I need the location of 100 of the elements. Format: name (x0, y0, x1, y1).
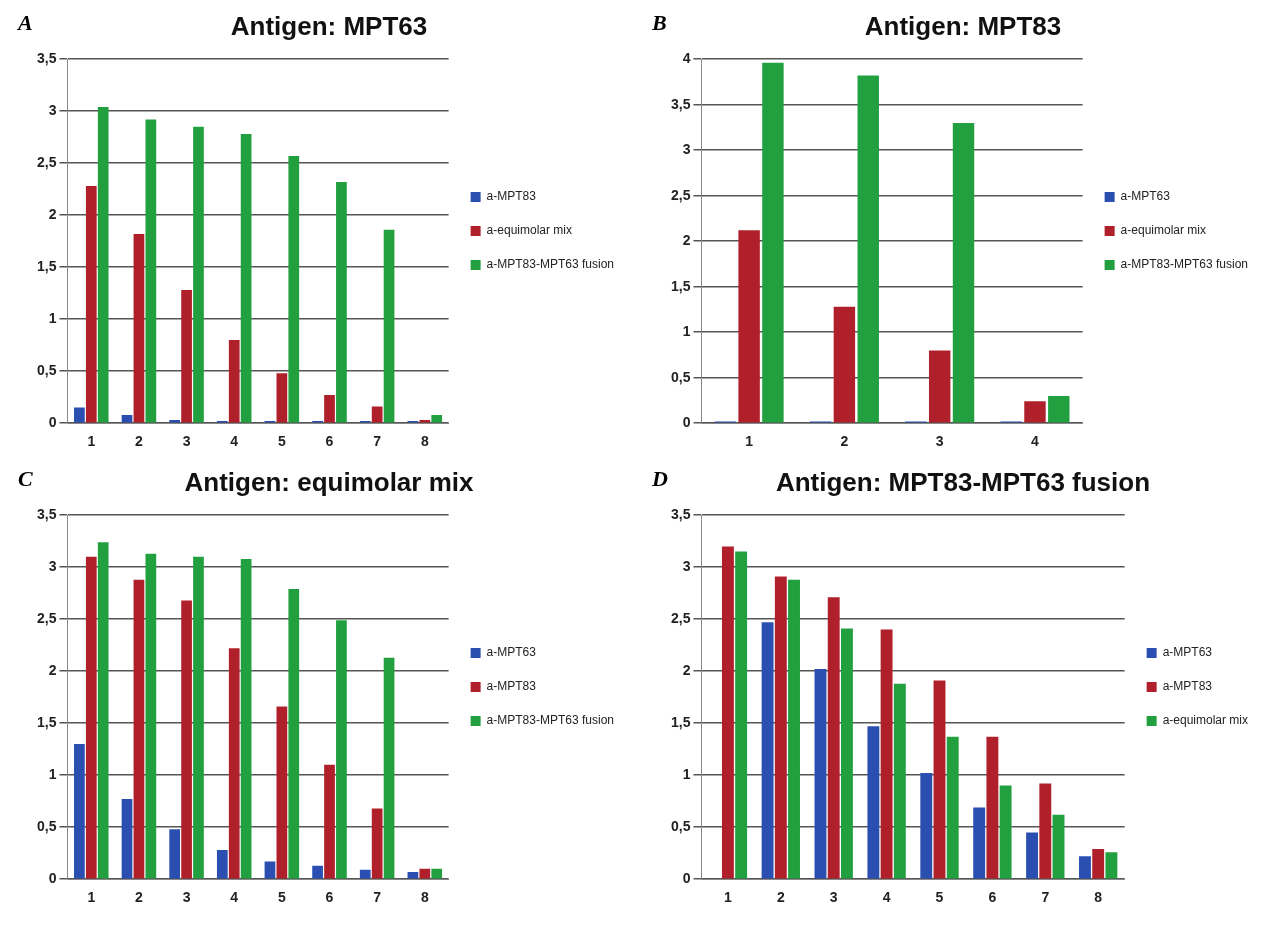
bar (735, 551, 748, 879)
y-tick-label: 0,5 (670, 818, 691, 835)
x-tick-label: 4 (882, 889, 891, 906)
bar (336, 181, 347, 423)
x-tick-label: 5 (277, 889, 286, 906)
legend-label: a-MPT83-MPT63 fusion (486, 713, 615, 728)
bar (216, 850, 228, 879)
y-tick-label: 2,5 (36, 154, 57, 171)
bar (193, 126, 204, 423)
y-tick-label: 0 (682, 870, 691, 887)
text: B (652, 10, 667, 36)
y-tick-label: 2,5 (36, 610, 57, 627)
bar (74, 407, 85, 423)
y-tick-label: 3,5 (670, 95, 691, 112)
y-tick-label: 3,5 (670, 506, 691, 523)
x-tick-label: 7 (373, 433, 382, 450)
bar (419, 868, 431, 879)
bar (920, 773, 933, 879)
bar (371, 808, 383, 879)
bar (788, 579, 800, 879)
bar (228, 340, 240, 423)
bar (145, 119, 157, 423)
bar (933, 680, 946, 879)
legend-label: a-MPT83 (486, 189, 537, 204)
y-tick-label: 1 (48, 766, 57, 783)
x-tick-label: 1 (87, 889, 96, 906)
bar (324, 764, 335, 879)
x-tick-label: 6 (325, 433, 334, 450)
x-tick-label: 4 (230, 889, 239, 906)
legend-label: a-MPT63 (1162, 645, 1213, 660)
bar (928, 350, 951, 423)
bar (181, 290, 192, 423)
bar (833, 306, 856, 423)
x-tick-label: 2 (840, 433, 849, 450)
legend-label: a-MPT83 (1162, 679, 1213, 694)
bar (840, 628, 853, 879)
bar (867, 726, 880, 879)
y-tick-label: 3,5 (36, 506, 57, 523)
bar (193, 556, 204, 879)
bar (228, 648, 240, 879)
text: C (18, 466, 33, 492)
x-tick-label: 2 (135, 433, 144, 450)
bar (85, 556, 97, 879)
y-tick-label: 0,5 (670, 368, 691, 385)
bar (288, 589, 300, 879)
bar (973, 807, 986, 879)
bar (85, 186, 97, 423)
y-tick-label: 3,5 (36, 50, 57, 67)
bar (431, 868, 443, 879)
y-tick-label: 3 (48, 102, 57, 119)
bar (893, 683, 906, 879)
y-tick-label: 1 (48, 310, 57, 327)
x-tick-label: 8 (420, 889, 429, 906)
y-tick-label: 1,5 (36, 258, 57, 275)
bar (74, 744, 85, 879)
bar (761, 622, 774, 879)
bar (145, 553, 157, 879)
bar (827, 597, 840, 879)
bar (133, 233, 145, 423)
y-tick-label: 0,5 (36, 818, 57, 835)
bar (276, 706, 288, 879)
legend-label: a-MPT63 (1120, 189, 1171, 204)
bar (946, 736, 959, 879)
x-tick-label: 5 (277, 433, 286, 450)
legend-label: a-MPT83-MPT63 fusion (1120, 257, 1249, 272)
bar (986, 736, 999, 879)
y-tick-label: 2,5 (670, 610, 691, 627)
bar (383, 657, 395, 879)
bar (312, 865, 323, 879)
bar (121, 799, 133, 879)
bar (1024, 401, 1046, 423)
x-tick-label: 6 (988, 889, 997, 906)
bar (880, 629, 893, 879)
y-tick-label: 3 (682, 141, 691, 158)
y-tick-label: 1,5 (36, 714, 57, 731)
x-tick-label: 1 (87, 433, 96, 450)
bar (133, 579, 145, 879)
bar (1092, 849, 1105, 879)
y-tick-label: 0 (682, 414, 691, 431)
y-tick-label: 2 (682, 662, 691, 679)
x-tick-label: 7 (1041, 889, 1050, 906)
y-tick-label: 0,5 (36, 362, 57, 379)
bar (359, 869, 371, 879)
bar (857, 75, 879, 423)
x-tick-label: 8 (1094, 889, 1103, 906)
legend-label: a-MPT63 (486, 645, 537, 660)
y-tick-label: 2 (48, 206, 57, 223)
legend-label: a-equimolar mix (1162, 713, 1248, 728)
y-tick-label: 1 (682, 323, 691, 340)
x-tick-label: 8 (420, 433, 429, 450)
y-tick-label: 4 (682, 50, 691, 67)
x-tick-label: 6 (325, 889, 334, 906)
x-tick-label: 2 (135, 889, 144, 906)
bar (181, 600, 192, 879)
chart-title: Antigen: MPT83-MPT63 fusion (775, 466, 1151, 497)
x-tick-label: 3 (182, 433, 191, 450)
text: D (652, 466, 668, 492)
bar (999, 785, 1012, 879)
bar (371, 406, 383, 423)
x-tick-label: 4 (1031, 433, 1040, 450)
